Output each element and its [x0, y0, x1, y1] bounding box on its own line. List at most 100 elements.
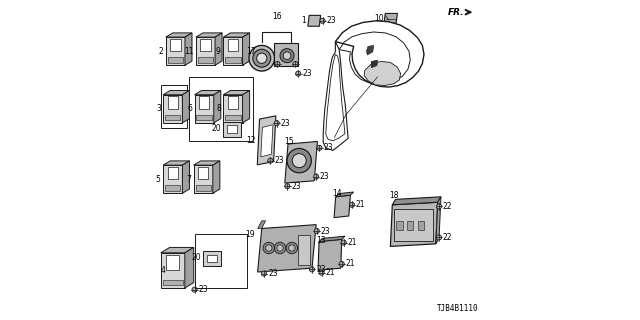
Bar [207, 255, 218, 262]
Bar [298, 235, 310, 265]
Bar [417, 221, 424, 230]
Circle shape [285, 184, 290, 189]
Bar [161, 85, 188, 128]
Circle shape [319, 270, 324, 275]
Text: 21: 21 [326, 268, 335, 277]
Polygon shape [243, 91, 250, 123]
Bar [195, 234, 248, 288]
Polygon shape [258, 225, 316, 272]
Circle shape [275, 121, 280, 126]
Bar [223, 122, 241, 137]
Polygon shape [166, 37, 185, 65]
Polygon shape [196, 37, 215, 65]
Polygon shape [274, 43, 298, 66]
Polygon shape [392, 197, 441, 205]
Circle shape [263, 242, 275, 254]
Circle shape [280, 49, 294, 63]
Circle shape [436, 235, 442, 240]
Text: 23: 23 [323, 143, 333, 152]
Circle shape [262, 271, 267, 276]
Text: 17: 17 [246, 47, 255, 56]
Polygon shape [390, 202, 438, 246]
Bar [189, 77, 253, 141]
Polygon shape [161, 253, 185, 288]
Text: 1: 1 [301, 16, 306, 25]
Polygon shape [196, 115, 212, 120]
Polygon shape [168, 57, 183, 63]
Circle shape [277, 245, 283, 251]
Circle shape [286, 242, 298, 254]
Polygon shape [261, 125, 273, 157]
Polygon shape [165, 185, 180, 191]
Polygon shape [223, 33, 250, 37]
Text: 10: 10 [374, 14, 383, 23]
Circle shape [314, 228, 319, 234]
Text: 3: 3 [156, 104, 161, 113]
Text: 13: 13 [316, 236, 326, 245]
Polygon shape [225, 115, 241, 120]
Circle shape [287, 148, 312, 173]
Bar [227, 125, 237, 133]
Polygon shape [223, 37, 243, 65]
Polygon shape [258, 221, 266, 228]
Circle shape [310, 267, 315, 272]
Polygon shape [163, 280, 183, 285]
Circle shape [349, 202, 355, 207]
Polygon shape [366, 45, 374, 55]
Text: TJB4B1110: TJB4B1110 [436, 304, 479, 313]
Polygon shape [335, 21, 424, 87]
Text: 7: 7 [186, 175, 191, 184]
Circle shape [249, 45, 275, 71]
Polygon shape [195, 95, 214, 123]
Text: 8: 8 [216, 104, 221, 113]
Polygon shape [228, 96, 238, 109]
Polygon shape [318, 239, 342, 270]
Polygon shape [165, 115, 180, 120]
Polygon shape [185, 33, 192, 65]
Text: 22: 22 [442, 233, 452, 242]
Text: 23: 23 [321, 227, 331, 236]
Text: 21: 21 [346, 260, 355, 268]
Text: 11: 11 [184, 47, 193, 56]
Polygon shape [198, 57, 213, 63]
Text: 18: 18 [388, 191, 398, 200]
Text: 16: 16 [272, 12, 282, 20]
Text: 23: 23 [275, 156, 284, 165]
Circle shape [275, 242, 285, 254]
Polygon shape [182, 161, 189, 193]
Polygon shape [170, 38, 180, 51]
Text: 23: 23 [291, 182, 301, 191]
Text: 4: 4 [161, 266, 166, 275]
Polygon shape [196, 33, 222, 37]
Circle shape [289, 245, 295, 251]
Text: 2: 2 [159, 47, 163, 56]
Text: 23: 23 [198, 285, 208, 294]
Polygon shape [212, 161, 220, 193]
Text: 23: 23 [316, 265, 326, 274]
Circle shape [320, 18, 325, 23]
Polygon shape [384, 13, 397, 23]
Polygon shape [196, 185, 211, 191]
Text: 23: 23 [302, 69, 312, 78]
Circle shape [275, 61, 280, 67]
Polygon shape [364, 61, 401, 85]
Circle shape [284, 52, 291, 60]
Polygon shape [225, 57, 241, 63]
Polygon shape [166, 255, 179, 270]
Text: 21: 21 [355, 200, 365, 209]
Polygon shape [200, 38, 211, 51]
Polygon shape [257, 116, 276, 165]
Text: 19: 19 [244, 230, 254, 239]
Polygon shape [193, 161, 220, 165]
Text: 9: 9 [216, 47, 221, 56]
Polygon shape [436, 197, 441, 244]
Circle shape [266, 245, 272, 251]
Polygon shape [223, 91, 250, 95]
Circle shape [293, 61, 298, 67]
Polygon shape [228, 38, 238, 51]
Polygon shape [223, 95, 243, 123]
Circle shape [292, 154, 307, 168]
Polygon shape [163, 161, 189, 165]
Polygon shape [163, 165, 182, 193]
Polygon shape [182, 91, 189, 123]
